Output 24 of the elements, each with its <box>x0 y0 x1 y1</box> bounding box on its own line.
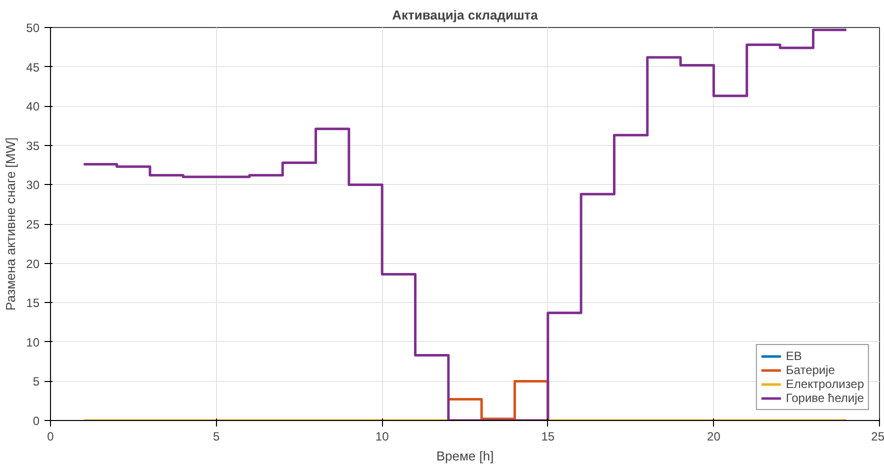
x-tick-label: 10 <box>375 430 390 444</box>
legend-label: Гориве ћелије <box>786 391 864 405</box>
x-tick-label: 0 <box>47 430 54 444</box>
legend-label: Електролизер <box>786 377 864 391</box>
x-axis-title: Време [h] <box>436 448 494 464</box>
y-axis-title: Размена активне снаге [MW] <box>3 137 18 311</box>
y-tick-label: 5 <box>32 374 40 389</box>
y-tick-label: 50 <box>26 21 40 35</box>
y-tick-label: 40 <box>26 100 40 114</box>
x-tick-label: 5 <box>212 430 220 444</box>
y-tick-label: 0 <box>32 414 40 428</box>
y-tick-label: 35 <box>26 138 40 153</box>
y-tick-label: 45 <box>26 60 40 74</box>
legend-label: ЕВ <box>786 349 803 363</box>
y-tick-label: 20 <box>26 256 40 271</box>
chart-title: Активација складишта <box>392 8 539 22</box>
y-tick-label: 30 <box>26 178 40 192</box>
y-tick-label: 10 <box>26 335 40 350</box>
legend-label: Батерије <box>786 363 835 377</box>
x-tick-label: 15 <box>541 430 555 444</box>
y-tick-label: 25 <box>26 218 40 232</box>
x-tick-label: 25 <box>871 430 884 444</box>
x-tick-label: 20 <box>707 430 721 444</box>
y-tick-label: 15 <box>26 296 40 310</box>
